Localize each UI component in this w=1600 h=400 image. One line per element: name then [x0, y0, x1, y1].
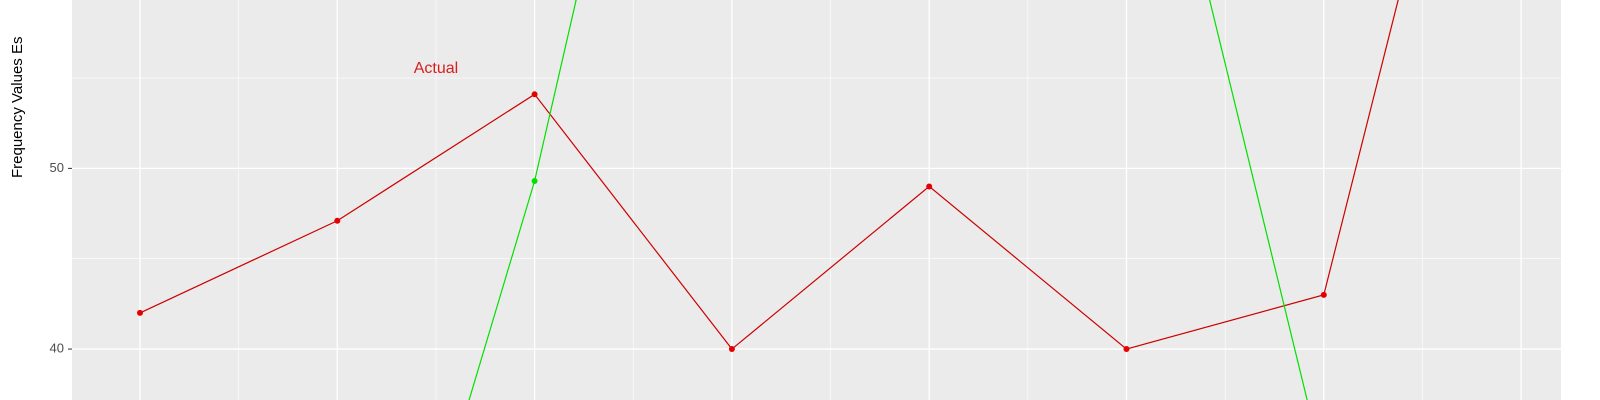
grid [72, 0, 1561, 400]
series-line [139, 0, 1399, 350]
data-point [137, 309, 143, 316]
data-point [531, 178, 538, 185]
y-tick-label: 40 [50, 340, 64, 355]
data-point [1320, 291, 1327, 298]
data-point [334, 217, 341, 224]
labels: 40 50 Actual [50, 60, 459, 355]
annotation: Actual [414, 60, 458, 77]
marks [137, 0, 1399, 400]
data-point [926, 183, 933, 190]
y-tick-label: 50 [50, 160, 64, 175]
data-point [1123, 346, 1130, 353]
data-point [728, 346, 735, 353]
data-point [531, 91, 538, 98]
plot-panel [72, 0, 1561, 400]
y-axis-title: Frequency Values Es [9, 37, 26, 178]
